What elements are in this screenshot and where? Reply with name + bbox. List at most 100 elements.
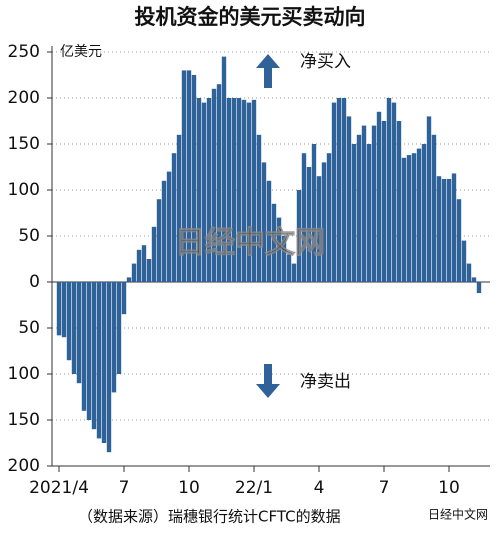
bar bbox=[221, 56, 227, 282]
bar bbox=[266, 180, 272, 282]
bar bbox=[401, 157, 407, 282]
bar bbox=[171, 153, 177, 282]
bar bbox=[461, 240, 467, 282]
bar bbox=[441, 178, 447, 282]
bar bbox=[351, 144, 357, 282]
bar bbox=[321, 162, 327, 282]
bar bbox=[306, 167, 312, 282]
bar bbox=[66, 282, 72, 361]
x-tick-label: 2021/4 bbox=[29, 478, 89, 498]
bar bbox=[336, 98, 342, 282]
bar bbox=[416, 148, 422, 282]
bar bbox=[246, 102, 252, 282]
bar bbox=[176, 134, 182, 282]
bar bbox=[296, 190, 302, 282]
bar bbox=[216, 84, 222, 282]
bar bbox=[286, 254, 292, 282]
bar bbox=[96, 282, 102, 439]
bar bbox=[106, 282, 112, 453]
bar bbox=[371, 125, 377, 282]
bar bbox=[446, 178, 452, 282]
y-tick-label: 200 bbox=[8, 88, 40, 108]
bar bbox=[456, 199, 462, 282]
bar bbox=[381, 121, 387, 282]
bar bbox=[241, 99, 247, 282]
bar bbox=[56, 282, 62, 336]
y-tick-label: 200 bbox=[8, 456, 40, 476]
bar bbox=[196, 98, 202, 282]
source: （数据来源）瑞穗银行统计CFTC的数据 bbox=[78, 508, 341, 526]
y-tick-label: 150 bbox=[8, 410, 40, 430]
bar bbox=[406, 155, 412, 282]
bar bbox=[341, 98, 347, 282]
bar bbox=[231, 98, 237, 282]
bar bbox=[451, 173, 457, 282]
bar bbox=[346, 116, 352, 283]
bar bbox=[206, 98, 212, 282]
sell-label: 净卖出 bbox=[300, 372, 351, 392]
bar bbox=[126, 277, 132, 282]
bar bbox=[301, 153, 307, 282]
bar bbox=[471, 277, 477, 282]
bar bbox=[276, 217, 282, 282]
bar bbox=[466, 263, 472, 282]
bar bbox=[146, 259, 152, 282]
bar bbox=[431, 134, 437, 282]
bar bbox=[476, 282, 482, 294]
bar bbox=[386, 98, 392, 282]
bar bbox=[101, 282, 107, 443]
bar bbox=[326, 153, 332, 282]
bar bbox=[421, 144, 427, 282]
up-arrow bbox=[256, 54, 280, 88]
y-tick-label: 0 bbox=[29, 272, 40, 292]
bar bbox=[151, 226, 157, 282]
bar bbox=[281, 236, 287, 282]
x-tick-label: 10 bbox=[438, 478, 460, 498]
bar bbox=[251, 99, 257, 282]
bar bbox=[116, 282, 122, 374]
x-tick-label: 7 bbox=[379, 478, 390, 498]
x-tick-label: 22/1 bbox=[235, 478, 273, 498]
x-tick-label: 7 bbox=[119, 478, 130, 498]
bar bbox=[136, 249, 142, 282]
bar bbox=[271, 203, 277, 282]
buy-label: 净买入 bbox=[300, 52, 351, 72]
bar bbox=[376, 111, 382, 282]
bar bbox=[186, 70, 192, 283]
bar bbox=[356, 134, 362, 282]
bar bbox=[291, 263, 297, 282]
bar bbox=[256, 134, 262, 282]
bar bbox=[236, 98, 242, 282]
bar bbox=[71, 282, 77, 374]
bar bbox=[426, 116, 432, 283]
bar bbox=[181, 70, 187, 283]
y-tick-label: 100 bbox=[8, 364, 40, 384]
bar bbox=[166, 171, 172, 282]
watermark: 日经中文网 bbox=[175, 226, 325, 261]
bar bbox=[61, 282, 67, 338]
bar bbox=[131, 263, 137, 282]
y-tick-label: 100 bbox=[8, 180, 40, 200]
bar bbox=[81, 282, 87, 411]
y-tick-label: 250 bbox=[8, 42, 40, 62]
bar bbox=[211, 88, 217, 282]
down-arrow bbox=[256, 364, 280, 398]
bar bbox=[361, 125, 367, 282]
bar bbox=[436, 176, 442, 282]
bar bbox=[391, 102, 397, 282]
chart-title: 投机资金的美元买卖动向 bbox=[135, 5, 366, 29]
bar bbox=[366, 144, 372, 282]
bar bbox=[411, 153, 417, 282]
bar bbox=[396, 121, 402, 282]
x-tick-label: 10 bbox=[178, 478, 200, 498]
bar bbox=[191, 75, 197, 282]
bar bbox=[316, 176, 322, 282]
bar bbox=[91, 282, 97, 430]
y-tick-label: 50 bbox=[18, 318, 40, 338]
bar bbox=[331, 102, 337, 282]
bar bbox=[141, 245, 147, 282]
bar bbox=[111, 282, 117, 393]
